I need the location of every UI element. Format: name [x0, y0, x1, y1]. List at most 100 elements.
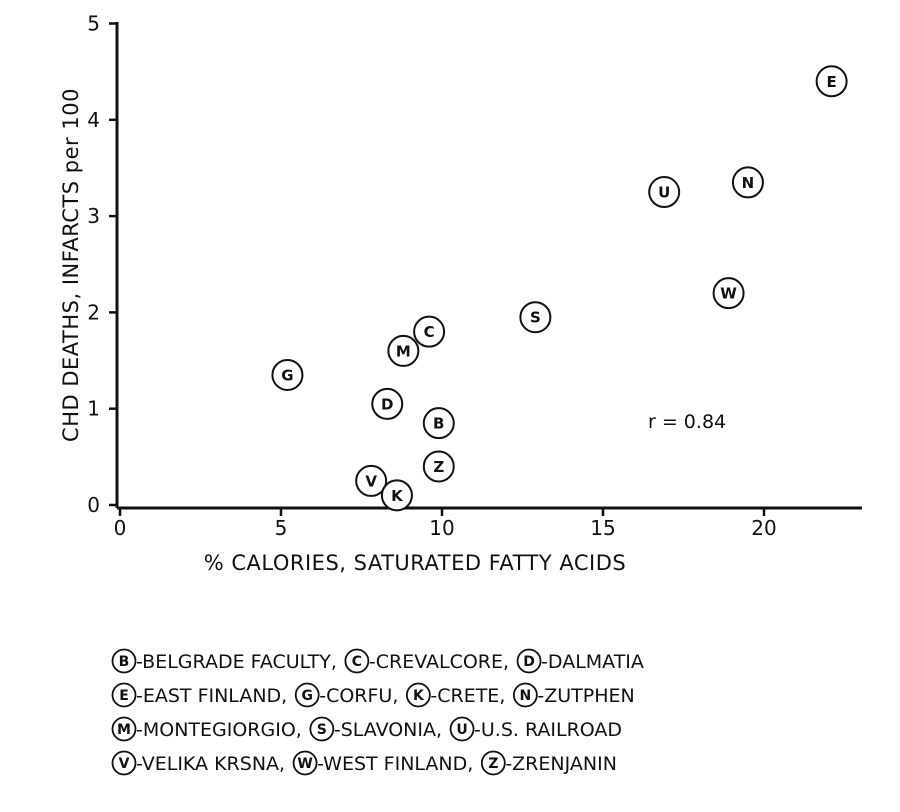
legend-item-n: N -ZUTPHEN	[512, 682, 635, 708]
point-marker	[387, 334, 420, 367]
legend-text: -BELGRADE FACULTY,	[136, 651, 337, 673]
legend-text: -MONTEGIORGIO,	[136, 719, 302, 741]
legend-key-marker	[449, 716, 475, 742]
y-axis-ticks: 0 1 2 3 4 5	[87, 12, 117, 517]
legend-key: D	[523, 654, 535, 670]
legend-key-marker	[111, 716, 137, 742]
legend-item-d: D -DALMATIA	[516, 648, 644, 674]
point-label: V	[365, 472, 377, 490]
legend-key-marker	[309, 716, 335, 742]
point-label: W	[720, 285, 737, 303]
data-point-b: B	[422, 407, 455, 440]
point-label: S	[530, 309, 541, 327]
legend-key-marker	[512, 682, 538, 708]
point-label: Z	[433, 458, 444, 476]
data-point-s: S	[519, 301, 552, 334]
legend-item-m: M -MONTEGIORGIO,	[111, 716, 302, 742]
legend-key: N	[520, 688, 532, 704]
y-tick-label: 5	[87, 12, 100, 36]
legend: B -BELGRADE FACULTY, C -CREVALCORE, D -DALMAT…	[111, 648, 644, 776]
data-point-m: M	[387, 334, 420, 367]
legend-text: -DALMATIA	[541, 651, 644, 673]
legend-key: V	[119, 756, 130, 772]
legend-key-marker	[344, 648, 370, 674]
x-tick-label: 10	[429, 516, 454, 540]
data-point-v: V	[355, 464, 388, 497]
y-axis-title: CHD DEATHS, INFARCTS per 100	[59, 88, 83, 442]
data-points: E N U W S CM G D B Z VK	[271, 65, 848, 512]
legend-text: -ZRENJANIN	[505, 753, 617, 775]
point-label: N	[742, 174, 755, 192]
point-label: E	[826, 73, 836, 91]
legend-key-marker	[480, 750, 506, 776]
correlation-annotation: r = 0.84	[648, 411, 726, 433]
x-tick-label: 20	[751, 516, 776, 540]
x-tick-label: 0	[114, 516, 127, 540]
point-marker	[648, 176, 681, 209]
point-marker	[731, 166, 764, 199]
point-label: M	[396, 342, 411, 360]
legend-item-k: K -CRETE,	[405, 682, 505, 708]
legend-key: B	[119, 654, 130, 670]
legend-key: C	[352, 654, 362, 670]
point-marker	[422, 450, 455, 483]
legend-key-marker	[111, 682, 137, 708]
legend-text: -EAST FINLAND,	[136, 685, 287, 707]
data-point-n: N	[731, 166, 764, 199]
legend-key: Z	[488, 756, 498, 772]
data-point-k: K	[380, 479, 413, 512]
legend-text: -CREVALCORE,	[369, 651, 509, 673]
x-tick-label: 15	[590, 516, 615, 540]
legend-key: G	[301, 688, 313, 704]
legend-item-e: E -EAST FINLAND,	[111, 682, 287, 708]
legend-key-marker	[292, 750, 318, 776]
legend-key: M	[117, 722, 131, 738]
point-marker	[422, 407, 455, 440]
legend-text: -WEST FINLAND,	[317, 753, 473, 775]
point-marker	[519, 301, 552, 334]
legend-key: W	[297, 756, 312, 772]
y-tick-label: 0	[87, 493, 100, 517]
legend-key-marker	[405, 682, 431, 708]
legend-key-marker	[111, 648, 137, 674]
data-point-w: W	[712, 277, 745, 310]
legend-item-b: B -BELGRADE FACULTY,	[111, 648, 337, 674]
legend-text: -CRETE,	[430, 685, 505, 707]
legend-key: K	[413, 688, 425, 704]
legend-item-u: U -U.S. RAILROAD	[449, 716, 622, 742]
legend-key: E	[119, 688, 129, 704]
x-tick-label: 5	[275, 516, 288, 540]
x-axis-ticks: 0 5 10 15 20	[114, 508, 777, 540]
legend-key: S	[317, 722, 327, 738]
y-tick-label: 3	[87, 204, 100, 228]
point-marker	[271, 358, 304, 391]
point-label: D	[381, 395, 393, 413]
legend-key: U	[456, 722, 467, 738]
y-tick-label: 4	[87, 108, 100, 132]
point-label: B	[433, 415, 444, 433]
legend-text: -CORFU,	[319, 685, 398, 707]
data-point-u: U	[648, 176, 681, 209]
data-point-e: E	[815, 65, 848, 98]
legend-key-marker	[111, 750, 137, 776]
legend-item-c: C -CREVALCORE,	[344, 648, 509, 674]
data-point-g: G	[271, 358, 304, 391]
legend-item-w: W -WEST FINLAND,	[292, 750, 473, 776]
legend-text: -SLAVONIA,	[334, 719, 442, 741]
y-tick-label: 1	[87, 397, 100, 421]
legend-key-marker	[294, 682, 320, 708]
legend-key-marker	[516, 648, 542, 674]
point-label: G	[281, 366, 293, 384]
legend-text: -VELIKA KRSNA,	[136, 753, 285, 775]
point-marker	[413, 315, 446, 348]
data-point-z: Z	[422, 450, 455, 483]
point-marker	[380, 479, 413, 512]
data-point-d: D	[371, 387, 404, 420]
point-marker	[815, 65, 848, 98]
point-marker	[371, 387, 404, 420]
legend-text: -U.S. RAILROAD	[474, 719, 622, 741]
x-axis-title: % CALORIES, SATURATED FATTY ACIDS	[204, 551, 626, 575]
point-marker	[712, 277, 745, 310]
legend-item-v: V -VELIKA KRSNA,	[111, 750, 285, 776]
y-tick-label: 2	[87, 300, 100, 324]
